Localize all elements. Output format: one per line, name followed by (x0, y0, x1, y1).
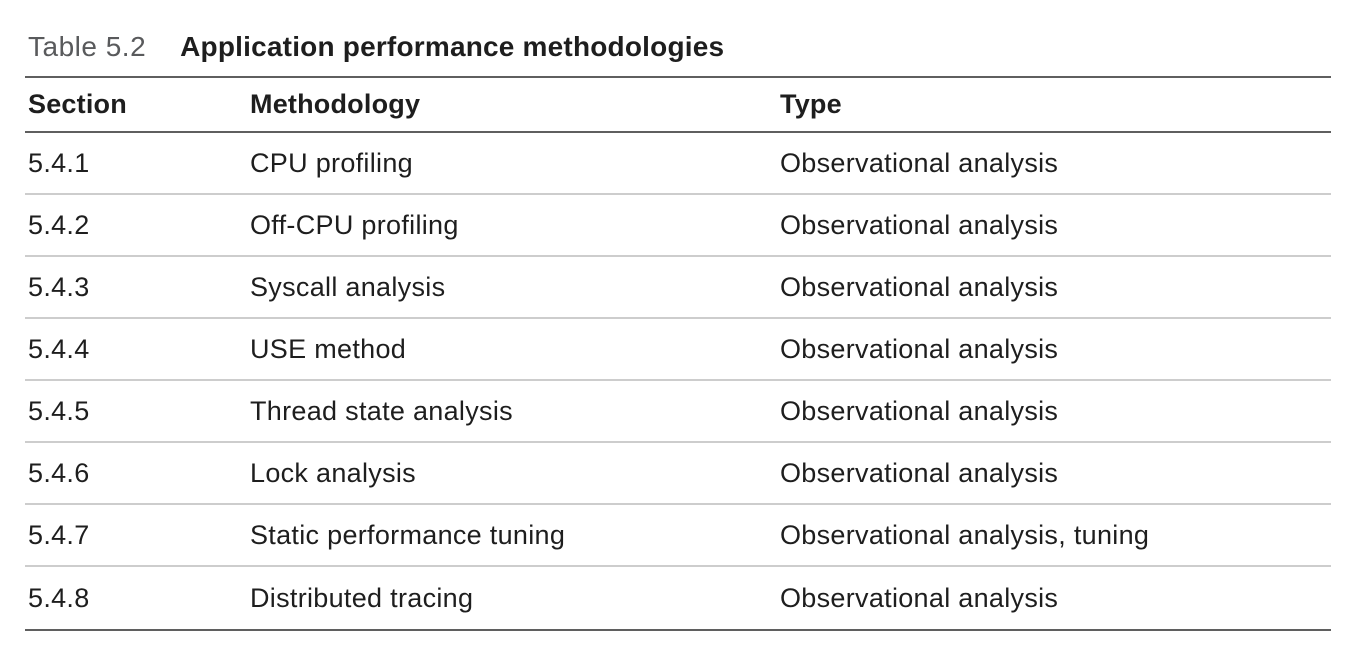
table-row: 5.4.2 Off-CPU profiling Observational anal… (25, 195, 1331, 257)
row-methodology: CPU profiling (250, 147, 413, 178)
row-type: Observational analysis (780, 457, 1059, 488)
row-section: 5.4.1 (28, 147, 90, 178)
row-type: Observational analysis (780, 271, 1059, 302)
row-type: Observational analysis, tuning (780, 519, 1150, 550)
row-section: 5.4.3 (28, 271, 90, 302)
row-methodology: Lock analysis (250, 457, 416, 488)
row-type: Observational analysis (780, 582, 1059, 613)
row-type: Observational analysis (780, 147, 1059, 178)
row-section: 5.4.2 (28, 209, 90, 240)
table-row: 5.4.5 Thread state analysis Observational … (25, 381, 1331, 443)
row-methodology: USE method (250, 333, 407, 364)
table-row: 5.4.4 USE method Observational analysis (25, 319, 1331, 381)
table-title: Application performance methodologies (180, 31, 725, 62)
row-methodology: Distributed tracing (250, 582, 474, 613)
row-methodology: Off-CPU profiling (250, 209, 459, 240)
table-caption: Table 5.2 Application performance methodo… (0, 0, 1352, 76)
row-type: Observational analysis (780, 395, 1059, 426)
table-row: 5.4.8 Distributed tracing Observational an… (25, 567, 1331, 629)
row-section: 5.4.4 (28, 333, 90, 364)
column-header-methodology: Methodology (250, 89, 421, 119)
row-section: 5.4.7 (28, 519, 90, 550)
row-section: 5.4.8 (28, 582, 90, 613)
table-row: 5.4.1 CPU profiling Observational analysis (25, 133, 1331, 195)
table-number: Table 5.2 (28, 31, 147, 62)
row-methodology: Thread state analysis (250, 395, 513, 426)
column-header-section: Section (28, 89, 127, 119)
row-type: Observational analysis (780, 333, 1059, 364)
table-body: 5.4.1 CPU profiling Observational analysis… (25, 133, 1331, 629)
row-section: 5.4.6 (28, 457, 90, 488)
methodologies-table: Section Methodology Type 5.4.1 CPU profil… (25, 76, 1331, 631)
row-methodology: Syscall analysis (250, 271, 446, 302)
row-type: Observational analysis (780, 209, 1059, 240)
column-header-type: Type (780, 89, 842, 119)
table-row: 5.4.6 Lock analysis Observational analysis (25, 443, 1331, 505)
row-methodology: Static performance tuning (250, 519, 566, 550)
table-header-row: Section Methodology Type (25, 78, 1331, 133)
table-row: 5.4.3 Syscall analysis Observational analy… (25, 257, 1331, 319)
table-row: 5.4.7 Static performance tuning Observatio… (25, 505, 1331, 567)
row-section: 5.4.5 (28, 395, 90, 426)
